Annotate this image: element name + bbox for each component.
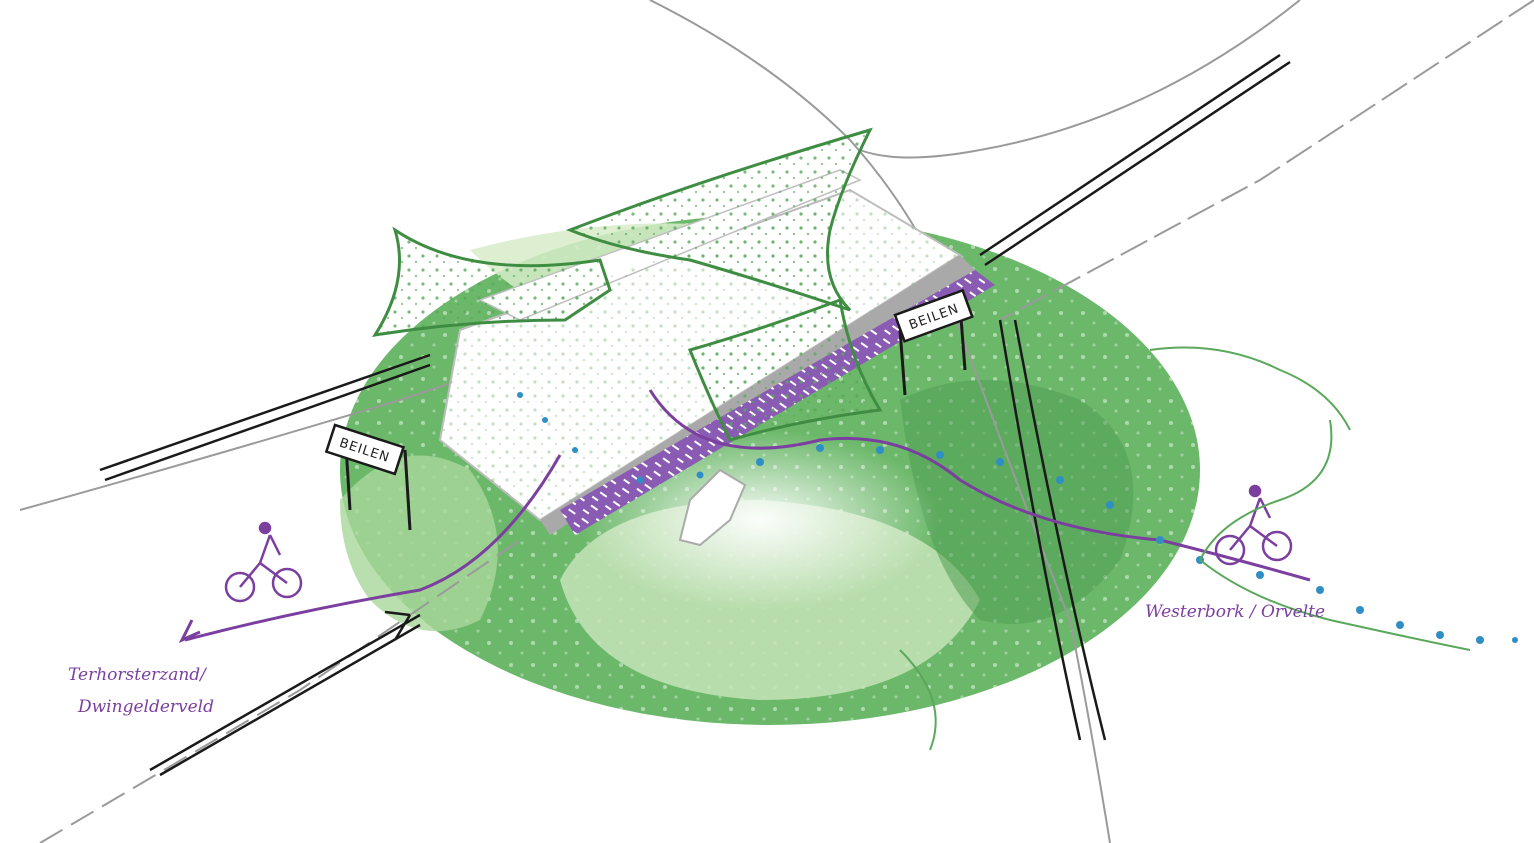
cyclist-icon: [224, 521, 303, 603]
cyclist-icon: [1214, 484, 1293, 566]
label-westerbork-orvelte: Westerbork / Orvelte: [1145, 602, 1325, 622]
label-terhorsterzand: Terhorsterzand/: [68, 665, 208, 685]
water-lines: [899, 346, 1471, 751]
arrow-icon: [99, 353, 431, 482]
cycle-routes: [178, 389, 1311, 644]
sign-west: BEILEN: [324, 423, 412, 531]
entry-arrows: [99, 53, 1291, 777]
sign-east: BEILEN: [893, 288, 974, 396]
label-dwingelderveld: Dwingelderveld: [77, 697, 214, 717]
stream-dots: [517, 392, 1518, 644]
green-expansion-arrows: [371, 127, 883, 442]
